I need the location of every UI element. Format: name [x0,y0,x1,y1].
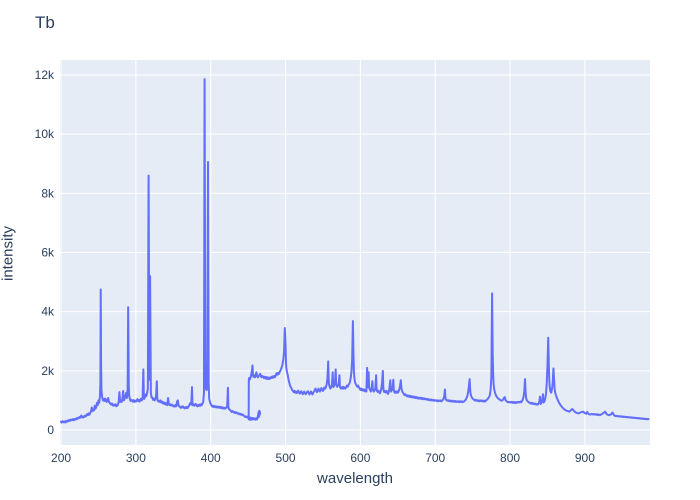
y-tick-label-0: 0 [47,423,54,437]
x-tick-label-400: 400 [201,451,221,465]
x-tick-label-900: 900 [575,451,595,465]
chart-title: Tb [35,13,55,32]
x-tick-label-800: 800 [500,451,520,465]
x-tick-label-300: 300 [126,451,146,465]
x-tick-label-500: 500 [276,451,296,465]
x-tick-label-700: 700 [425,451,445,465]
y-tick-label-4k: 4k [41,305,55,319]
spectrum-line-Tb[interactable] [60,78,650,424]
y-axis-title: intensity [0,225,17,282]
y-tick-label-2k: 2k [41,364,55,378]
y-tick-label-8k: 8k [41,186,55,200]
y-tick-label-12k: 12k [35,68,55,82]
y-tick-label-10k: 10k [35,127,55,141]
x-tick-label-200: 200 [51,451,71,465]
y-tick-label-6k: 6k [41,246,55,260]
x-axis-title: wavelength [317,470,393,487]
x-tick-label-600: 600 [350,451,370,465]
